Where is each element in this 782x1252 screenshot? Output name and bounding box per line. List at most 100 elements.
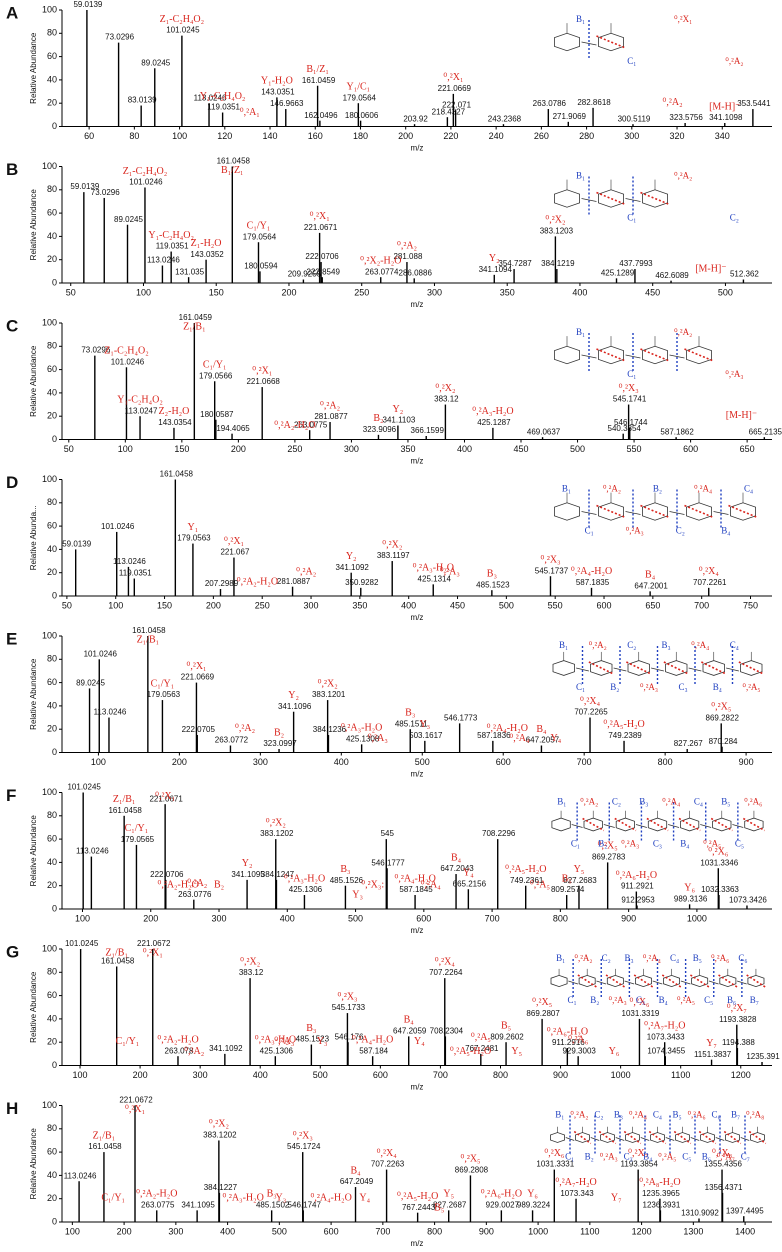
peak-label: 912.2953 (621, 896, 655, 905)
fragment-annotation: ⁰,²X₅ (460, 1154, 480, 1165)
fragment-annotation: Y₂ (242, 858, 253, 869)
peak-label: 162.0496 (304, 111, 338, 120)
sugar-ring (650, 1132, 665, 1143)
peak-label: 263.0772 (215, 736, 249, 745)
peak-label: 989.3136 (674, 894, 708, 903)
fragment-annotation: Y₂ (346, 551, 357, 562)
y-tick-label: 0 (52, 590, 57, 600)
y-tick-label: 80 (47, 654, 57, 664)
panel-letter: E (6, 629, 17, 648)
structure-label: ⁰,²A₂ (580, 797, 598, 807)
cleavage-red (646, 817, 669, 832)
x-tick-label: 450 (450, 600, 465, 610)
peak-label: 179.0565 (121, 835, 155, 844)
fragment-annotation: ⁰,²A₄-H₂O (352, 1034, 393, 1045)
sugar-ring (744, 817, 764, 832)
x-tick-label: 150 (157, 600, 172, 610)
peak-label: 286.0886 (399, 268, 433, 277)
peak-label: 341.1092 (335, 563, 369, 572)
y-tick-label: 80 (47, 810, 57, 820)
fragment-annotation: B₄ (350, 1165, 361, 1176)
structure-label: B₁ (556, 953, 565, 963)
x-tick-label: 100 (65, 1226, 80, 1236)
glycosidic-bond (652, 980, 663, 985)
x-tick-label: 300 (344, 444, 359, 454)
fragment-annotation: ⁰,²A₅-H₂O (397, 1191, 438, 1202)
sugar-ring (719, 974, 737, 988)
sugar-ring (750, 1132, 765, 1143)
fragment-annotation: ⁰,²A₃ (368, 733, 388, 744)
peak-label: 1031.3319 (622, 1009, 660, 1018)
x-tick-label: 450 (513, 444, 528, 454)
peak-label: 869.2808 (455, 1166, 489, 1175)
structure-label: B₂ (590, 995, 599, 1005)
sugar-ring (712, 817, 732, 832)
y-tick-label: 60 (47, 364, 57, 374)
glycosidic-bond (740, 1137, 750, 1141)
sugar-ring (665, 660, 688, 676)
glycosidic-bond (708, 980, 719, 985)
glycosidic-bond (581, 511, 597, 515)
x-tick-label: 300 (624, 131, 639, 141)
sugar-ring (550, 1132, 565, 1143)
y-tick-label: 20 (47, 1037, 57, 1047)
y-tick-label: 0 (52, 903, 57, 913)
x-tick-label: 600 (373, 1070, 388, 1080)
cleavage-red (640, 348, 670, 362)
sugar-ring (615, 817, 635, 832)
sugar-ring (635, 974, 652, 988)
cleavage-red (596, 504, 626, 519)
x-tick-label: 450 (645, 287, 660, 297)
y-tick-label: 100 (42, 630, 57, 640)
peak-label: 194.4065 (216, 424, 250, 433)
x-tick-label: 180 (353, 131, 368, 141)
peak-label: 218.4327 (432, 107, 466, 116)
spectrum-panel: B Relative Abundance m/z 0 20 40 60 80 100 50 100 1… (6, 157, 772, 309)
peak-label: 767.2443 (402, 1203, 436, 1212)
structure-label: ⁰,²A₇ (717, 1152, 735, 1162)
fragment-annotation: ⁰,²A₅-H₂O (505, 864, 546, 875)
fragment-annotation: ⁰,²A₂-H₂O (136, 1189, 177, 1200)
peak-label: 749.2389 (608, 731, 642, 740)
panel-letter: A (6, 3, 18, 22)
peak-label: 869.2822 (706, 713, 740, 722)
sugar-ring (583, 817, 603, 832)
peak-label: 119.0351 (156, 242, 189, 251)
structure-label: C₁ (565, 1152, 574, 1162)
sugar-ring (725, 1132, 740, 1143)
fragment-annotation: ⁰,²X₂ (545, 215, 565, 226)
sugar-ring (554, 189, 580, 208)
fragment-annotation: ⁰,²X₈ (712, 1148, 733, 1159)
structure-label: C₂ (612, 797, 621, 807)
y-tick-label: 100 (42, 474, 57, 484)
x-tick-label: 100 (136, 287, 151, 297)
x-tick-label: 100 (75, 913, 90, 923)
peak-label: 282.8618 (577, 98, 611, 107)
x-tick-label: 200 (281, 287, 296, 297)
x-tick-label: 300 (168, 1226, 183, 1236)
peak-label: 989.3224 (517, 1200, 551, 1209)
fragment-annotation: Y₄ (550, 733, 561, 744)
fragment-annotation: ⁰,²A₄ (421, 879, 442, 890)
structure-label: ⁰,²A₃ (626, 526, 644, 536)
sugar-ring (554, 32, 580, 52)
x-tick-label: 500 (348, 913, 363, 923)
peak-label: 89.0245 (76, 679, 105, 688)
glycosidic-bond (726, 667, 739, 672)
fragment-annotation: B₃ (405, 707, 415, 718)
x-tick-label: 150 (209, 287, 224, 297)
cleavage-red (573, 1130, 592, 1145)
fragment-annotation: ⁰,²A₅-H₂O (450, 1046, 491, 1057)
x-tick-label: 750 (743, 600, 758, 610)
peak-label: 222.0706 (305, 252, 339, 261)
peak-label: 749.2361 (510, 876, 544, 885)
fragment-annotation: B₂ (274, 727, 284, 738)
glycosidic-bond (613, 667, 627, 672)
fragment-annotation: ⁰,²A₄-H₂O (394, 873, 435, 884)
structure-label: C₁ (576, 682, 585, 692)
peak-label: 485.1502 (256, 1200, 290, 1209)
structure-label: B₃ (639, 797, 648, 807)
sugar-ring (550, 974, 568, 988)
sugar-ring (598, 502, 624, 521)
x-tick-label: 600 (324, 1226, 339, 1236)
